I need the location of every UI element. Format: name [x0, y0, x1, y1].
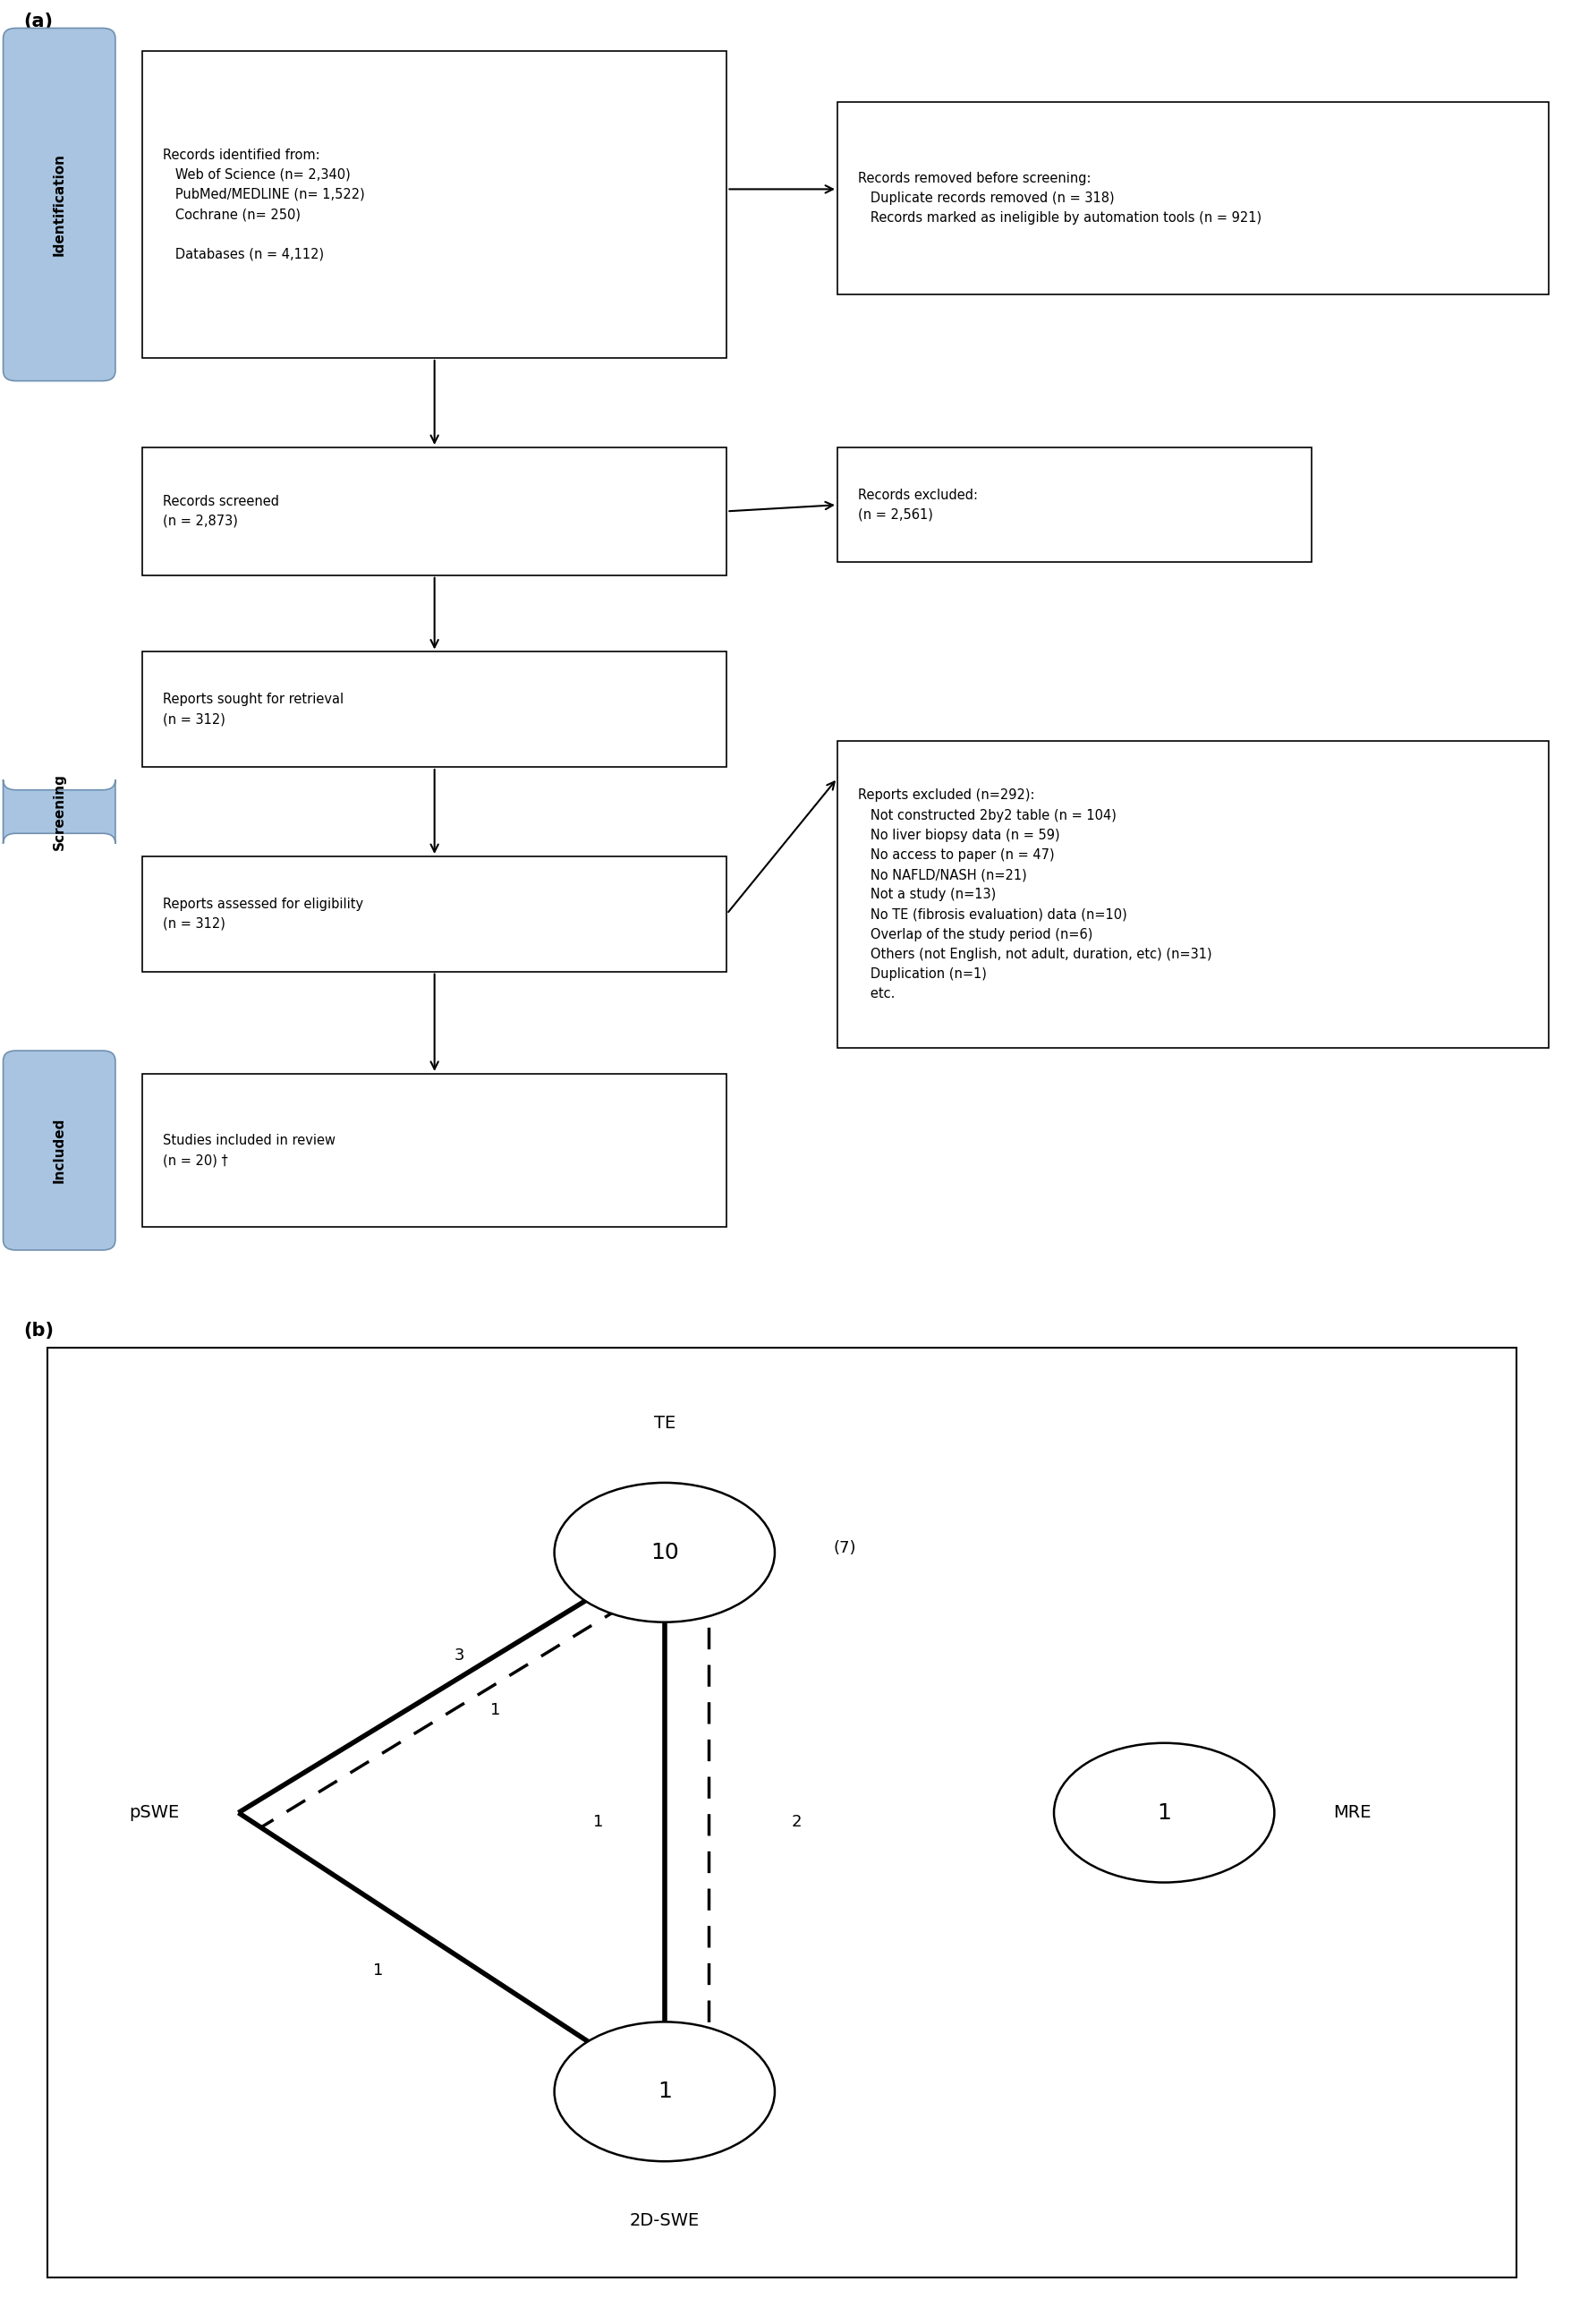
Text: 1: 1: [490, 1703, 501, 1717]
FancyBboxPatch shape: [837, 102, 1548, 293]
Text: (b): (b): [24, 1322, 54, 1341]
Text: Reports assessed for eligibility
(n = 312): Reports assessed for eligibility (n = 31…: [163, 897, 363, 930]
Text: 1: 1: [594, 1815, 604, 1829]
Text: 2D-SWE: 2D-SWE: [629, 2212, 700, 2229]
Text: Reports sought for retrieval
(n = 312): Reports sought for retrieval (n = 312): [163, 693, 343, 725]
Text: 1: 1: [373, 1964, 382, 1978]
FancyBboxPatch shape: [142, 651, 727, 767]
FancyBboxPatch shape: [3, 1050, 115, 1250]
Text: 3: 3: [453, 1648, 465, 1664]
Text: 1: 1: [1157, 1801, 1171, 1824]
FancyBboxPatch shape: [142, 446, 727, 574]
Text: Records excluded:
(n = 2,561): Records excluded: (n = 2,561): [858, 488, 978, 521]
FancyBboxPatch shape: [142, 1074, 727, 1227]
Text: (7): (7): [834, 1541, 856, 1555]
Text: Reports excluded (n=292):
   Not constructed 2by2 table (n = 104)
   No liver bi: Reports excluded (n=292): Not constructe…: [858, 788, 1212, 1002]
Circle shape: [555, 2022, 774, 2161]
FancyBboxPatch shape: [3, 779, 115, 844]
FancyBboxPatch shape: [837, 446, 1311, 562]
FancyBboxPatch shape: [142, 858, 727, 971]
Text: Records identified from:
   Web of Science (n= 2,340)
   PubMed/MEDLINE (n= 1,52: Records identified from: Web of Science …: [163, 149, 365, 260]
Text: 10: 10: [651, 1541, 679, 1564]
Text: 1: 1: [657, 2080, 672, 2103]
FancyBboxPatch shape: [3, 28, 115, 381]
Text: pSWE: pSWE: [130, 1803, 180, 1822]
Text: 2: 2: [792, 1815, 803, 1829]
Text: Identification: Identification: [52, 153, 66, 256]
Circle shape: [1054, 1743, 1275, 1882]
Circle shape: [555, 1483, 774, 1622]
Text: Records screened
(n = 2,873): Records screened (n = 2,873): [163, 495, 280, 528]
Text: Screening: Screening: [52, 774, 66, 851]
Text: (a): (a): [24, 14, 54, 30]
Text: TE: TE: [654, 1415, 675, 1432]
Text: Records removed before screening:
   Duplicate records removed (n = 318)
   Reco: Records removed before screening: Duplic…: [858, 172, 1261, 225]
Text: MRE: MRE: [1334, 1803, 1371, 1822]
Text: Studies included in review
(n = 20) †: Studies included in review (n = 20) †: [163, 1134, 335, 1167]
FancyBboxPatch shape: [837, 741, 1548, 1048]
FancyBboxPatch shape: [47, 1348, 1517, 2278]
FancyBboxPatch shape: [142, 51, 727, 358]
Text: Included: Included: [52, 1118, 66, 1183]
